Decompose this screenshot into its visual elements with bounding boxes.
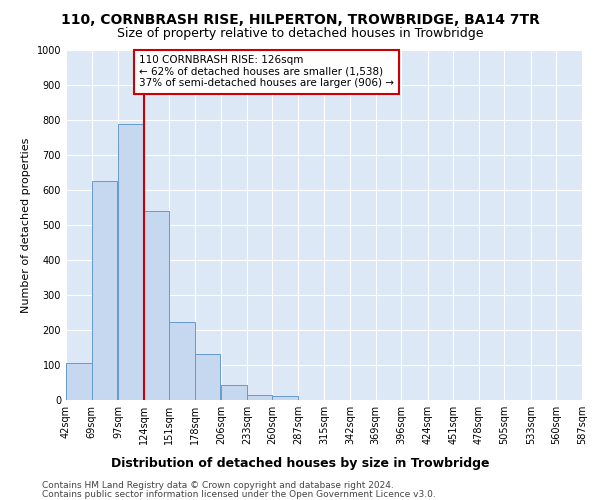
Y-axis label: Number of detached properties: Number of detached properties (21, 138, 31, 312)
Text: Size of property relative to detached houses in Trowbridge: Size of property relative to detached ho… (117, 28, 483, 40)
Text: Contains HM Land Registry data © Crown copyright and database right 2024.: Contains HM Land Registry data © Crown c… (42, 481, 394, 490)
Bar (195, 354, 220, 400)
Bar (272, 396, 298, 400)
Bar (143, 211, 169, 400)
Text: 110 CORNBRASH RISE: 126sqm
← 62% of detached houses are smaller (1,538)
37% of s: 110 CORNBRASH RISE: 126sqm ← 62% of deta… (139, 55, 394, 88)
Bar (92, 181, 117, 400)
Bar (221, 386, 247, 400)
Text: 110, CORNBRASH RISE, HILPERTON, TROWBRIDGE, BA14 7TR: 110, CORNBRASH RISE, HILPERTON, TROWBRID… (61, 12, 539, 26)
Bar (169, 322, 195, 400)
Bar (247, 395, 272, 400)
Text: Distribution of detached houses by size in Trowbridge: Distribution of detached houses by size … (111, 458, 489, 470)
Bar (66, 363, 92, 400)
Bar (118, 124, 143, 400)
Text: Contains public sector information licensed under the Open Government Licence v3: Contains public sector information licen… (42, 490, 436, 499)
